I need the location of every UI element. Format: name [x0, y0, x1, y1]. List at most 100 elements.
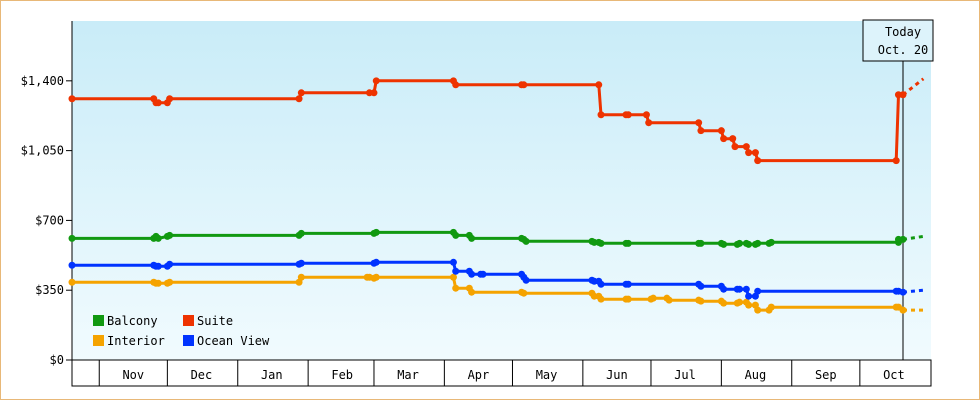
- today-date-label: Oct. 20: [878, 43, 929, 57]
- data-point-ocean-view: [742, 285, 750, 293]
- data-point-ocean-view: [736, 285, 744, 293]
- month-label: Dec: [191, 368, 213, 382]
- data-point-balcony: [166, 231, 174, 239]
- data-point-interior: [624, 295, 632, 303]
- month-label: Jul: [674, 368, 696, 382]
- y-tick-label: $700: [35, 213, 64, 227]
- legend-label-interior: Interior: [107, 334, 165, 348]
- month-label: Oct: [883, 368, 905, 382]
- data-point-suite: [520, 81, 528, 89]
- data-point-suite: [595, 81, 603, 89]
- data-point-ocean-view: [697, 282, 705, 290]
- data-point-balcony: [452, 231, 460, 239]
- data-point-suite: [745, 149, 753, 157]
- data-point-balcony: [720, 240, 728, 248]
- legend-swatch-interior: [93, 335, 104, 346]
- data-point-suite: [154, 99, 162, 107]
- data-point-suite: [892, 157, 900, 165]
- data-point-ocean-view: [452, 267, 460, 275]
- data-point-interior: [767, 303, 775, 311]
- data-point-balcony: [522, 237, 530, 245]
- today-marker-box: [862, 19, 934, 62]
- data-point-interior: [452, 284, 460, 292]
- data-point-balcony: [597, 239, 605, 247]
- data-point-suite: [751, 149, 759, 157]
- data-point-ocean-view: [720, 285, 728, 293]
- data-point-suite: [645, 119, 653, 127]
- data-point-suite: [166, 95, 174, 103]
- y-tick-label: $1,050: [21, 144, 64, 158]
- data-point-interior: [154, 279, 162, 287]
- month-label: Apr: [468, 368, 490, 382]
- data-point-interior: [449, 273, 457, 281]
- data-point-ocean-view: [166, 260, 174, 268]
- plot-area: [72, 21, 931, 360]
- data-point-suite: [624, 111, 632, 119]
- data-point-suite: [642, 111, 650, 119]
- today-label: Today: [885, 25, 921, 39]
- data-point-suite: [717, 127, 725, 135]
- data-point-suite: [697, 127, 705, 135]
- month-band: [71, 359, 932, 387]
- data-point-interior: [720, 299, 728, 307]
- data-point-suite: [729, 135, 737, 143]
- y-tick-label: $0: [50, 353, 64, 367]
- data-point-suite: [68, 95, 76, 103]
- data-point-balcony: [754, 239, 762, 247]
- data-point-suite: [695, 119, 703, 127]
- data-point-ocean-view: [68, 261, 76, 269]
- data-point-ocean-view: [154, 262, 162, 270]
- legend-swatch-suite: [183, 315, 194, 326]
- data-point-ocean-view: [372, 258, 380, 266]
- data-point-suite: [597, 111, 605, 119]
- data-point-balcony: [736, 239, 744, 247]
- data-point-suite: [720, 135, 728, 143]
- data-point-interior: [899, 306, 907, 314]
- month-label: Mar: [397, 368, 419, 382]
- month-label: Feb: [331, 368, 353, 382]
- legend-label-balcony: Balcony: [107, 314, 158, 328]
- data-point-ocean-view: [899, 288, 907, 296]
- data-point-ocean-view: [449, 258, 457, 266]
- month-label: May: [536, 368, 558, 382]
- data-point-ocean-view: [745, 292, 753, 300]
- data-point-suite: [452, 81, 460, 89]
- data-point-interior: [297, 273, 305, 281]
- data-point-interior: [372, 273, 380, 281]
- data-point-suite: [731, 143, 739, 151]
- data-point-ocean-view: [754, 287, 762, 295]
- month-label: Sep: [815, 368, 837, 382]
- data-point-balcony: [468, 234, 476, 242]
- data-point-suite: [370, 89, 378, 97]
- legend-swatch-ocean-view: [183, 335, 194, 346]
- data-point-interior: [697, 297, 705, 305]
- month-label: Jun: [606, 368, 628, 382]
- data-point-balcony: [697, 239, 705, 247]
- legend-label-suite: Suite: [197, 314, 233, 328]
- data-point-ocean-view: [522, 276, 530, 284]
- data-point-interior: [649, 294, 657, 302]
- data-point-interior: [468, 288, 476, 296]
- data-point-suite: [742, 143, 750, 151]
- data-point-interior: [520, 289, 528, 297]
- data-point-interior: [665, 296, 673, 304]
- data-point-ocean-view: [468, 270, 476, 278]
- data-point-interior: [736, 298, 744, 306]
- data-point-balcony: [767, 238, 775, 246]
- legend-swatch-balcony: [93, 315, 104, 326]
- data-point-balcony: [899, 235, 907, 243]
- y-tick-label: $350: [35, 283, 64, 297]
- data-point-ocean-view: [624, 280, 632, 288]
- data-point-balcony: [68, 234, 76, 242]
- data-point-balcony: [745, 240, 753, 248]
- data-point-interior: [754, 306, 762, 314]
- month-label: Jan: [261, 368, 283, 382]
- data-point-interior: [745, 301, 753, 309]
- data-point-ocean-view: [297, 259, 305, 267]
- data-point-balcony: [624, 239, 632, 247]
- y-tick-label: $1,400: [21, 74, 64, 88]
- data-point-interior: [68, 278, 76, 286]
- legend-label-ocean-view: Ocean View: [197, 334, 270, 348]
